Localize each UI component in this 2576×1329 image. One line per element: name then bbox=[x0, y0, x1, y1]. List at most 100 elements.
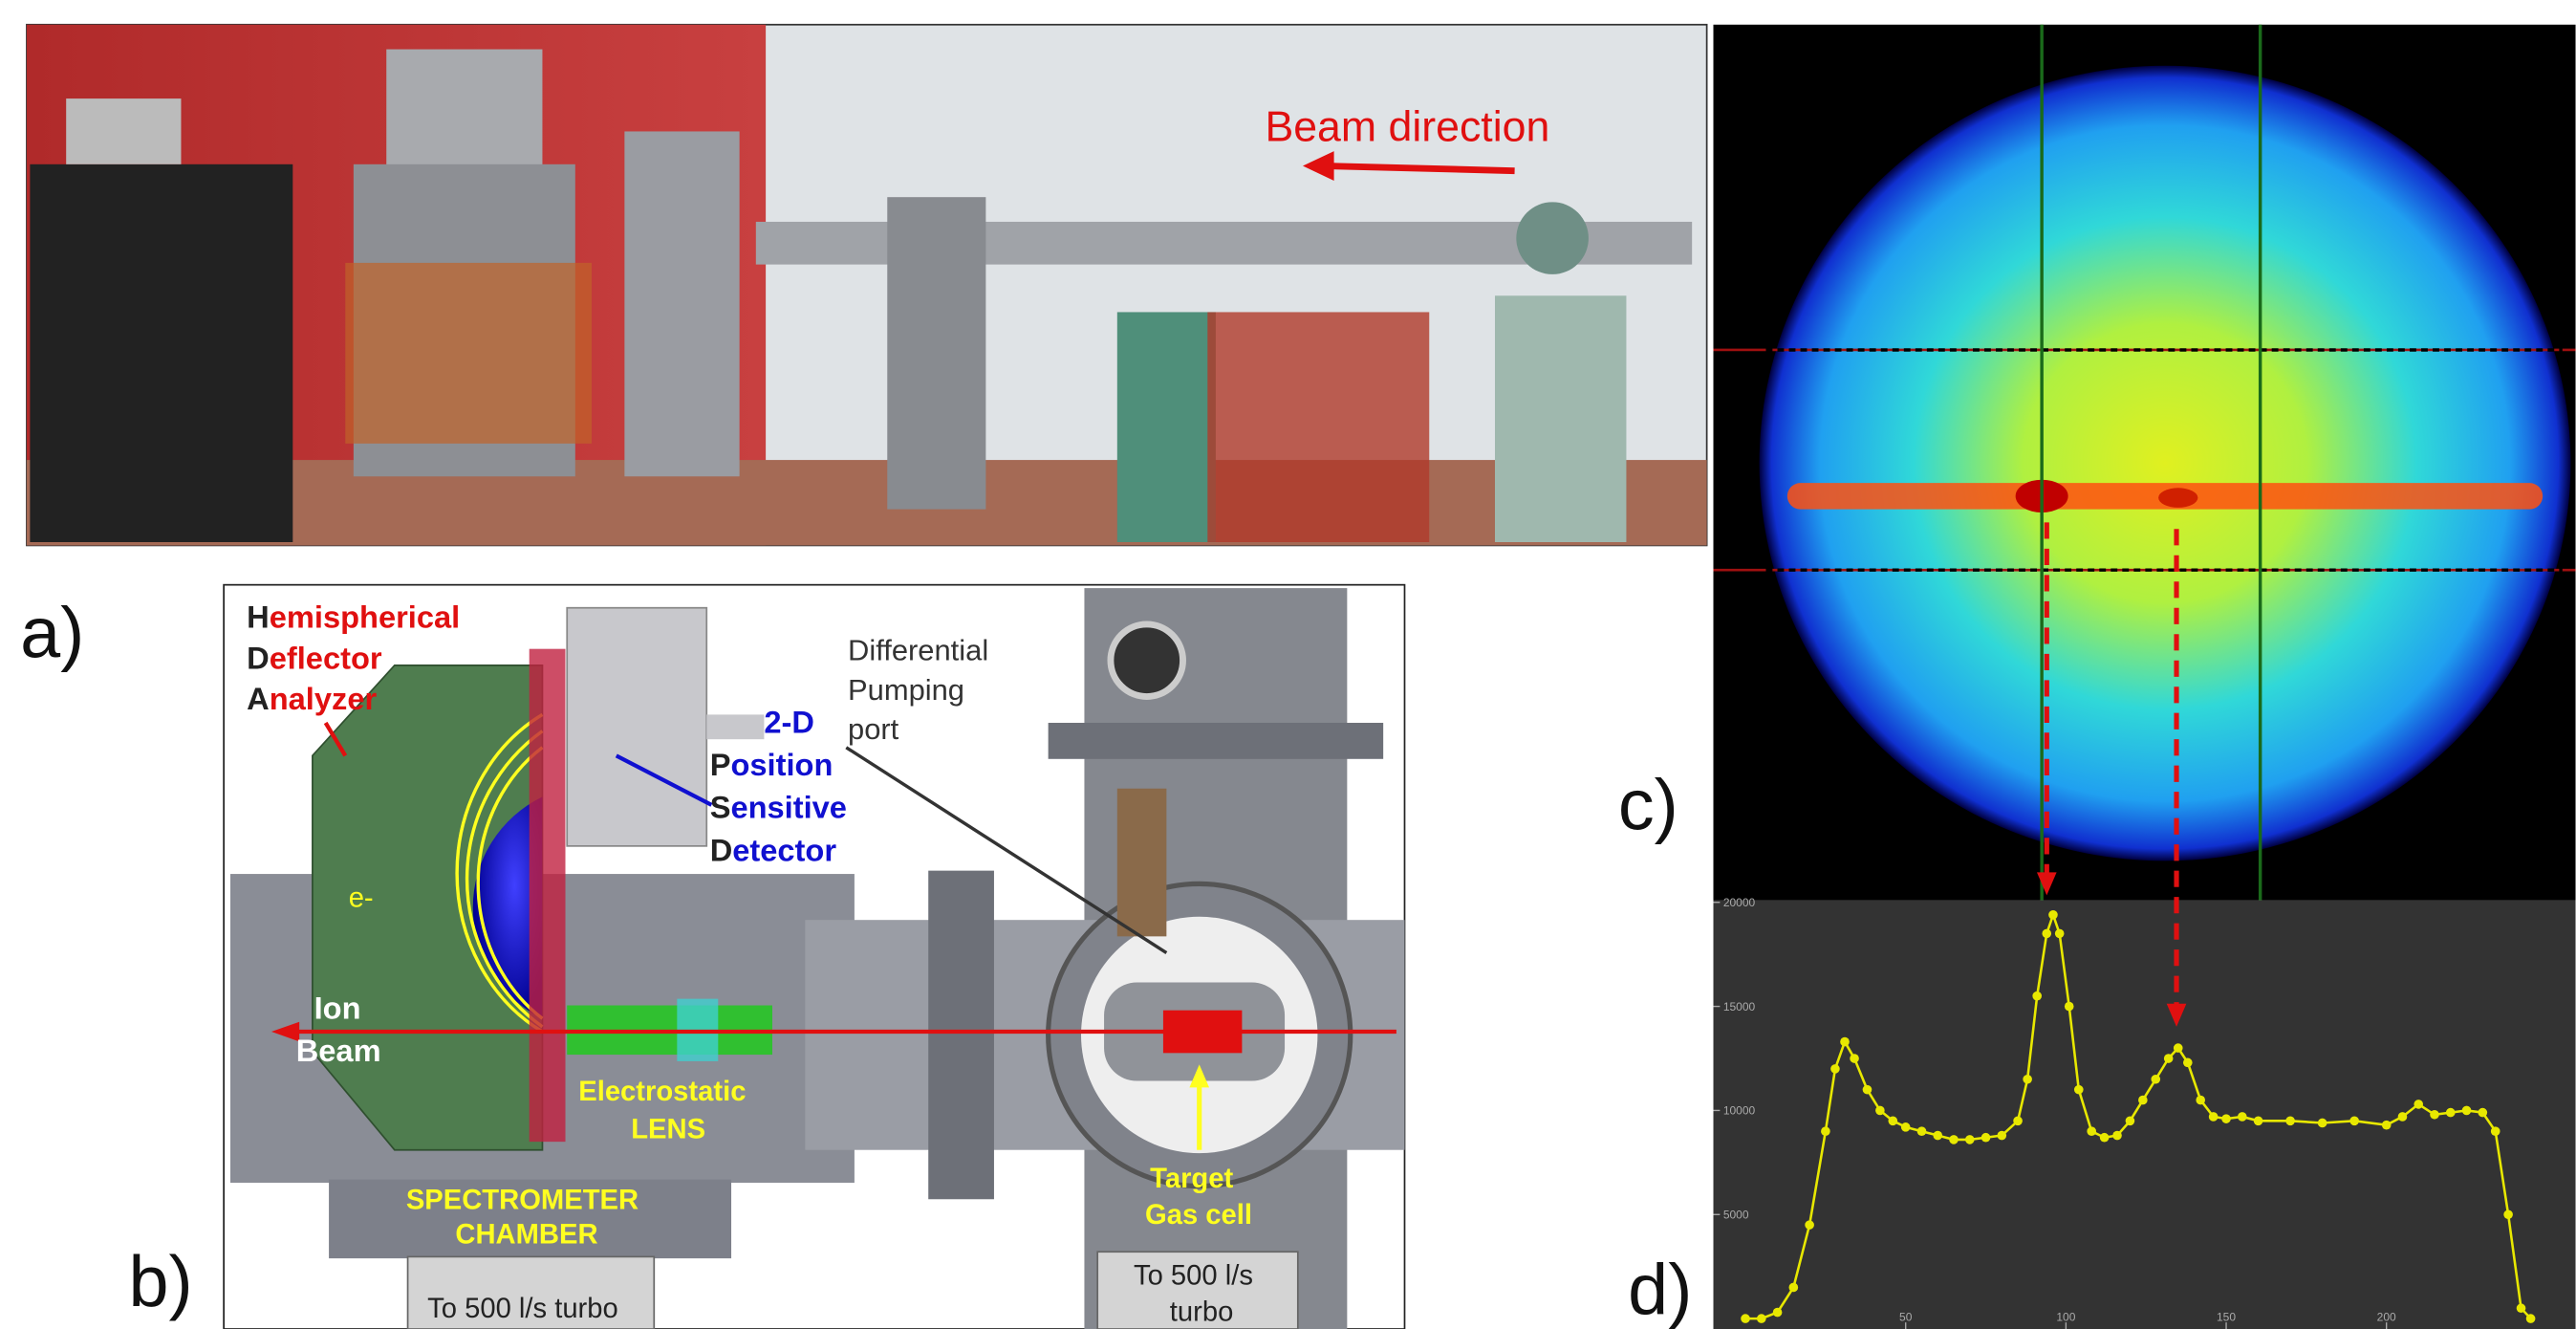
label: Position bbox=[710, 747, 833, 782]
data-point bbox=[2042, 929, 2051, 939]
detector-housing bbox=[567, 608, 706, 846]
data-point bbox=[2151, 1075, 2160, 1084]
detector-image bbox=[1714, 25, 2576, 901]
rack bbox=[30, 164, 292, 542]
data-point bbox=[2100, 1133, 2110, 1143]
stand bbox=[1207, 312, 1429, 542]
instrument bbox=[66, 98, 181, 164]
data-point bbox=[1863, 1085, 1872, 1095]
label: port bbox=[848, 712, 899, 746]
panel-label: a) bbox=[20, 593, 84, 673]
label: Ion bbox=[314, 990, 361, 1025]
data-point bbox=[1997, 1131, 2006, 1141]
data-point bbox=[2032, 991, 2042, 1001]
data-point bbox=[1805, 1220, 1814, 1230]
panel-label: d) bbox=[1628, 1251, 1692, 1329]
label: Electrostatic bbox=[578, 1077, 746, 1107]
figure: Beam direction a) b) c) d) bbox=[0, 0, 2576, 1329]
label: To 500 l/s turbo bbox=[427, 1294, 618, 1324]
data-point bbox=[2087, 1126, 2096, 1136]
label: LENS bbox=[631, 1115, 705, 1145]
data-point bbox=[1965, 1135, 1975, 1144]
data-point bbox=[1875, 1106, 1885, 1116]
data-point bbox=[1773, 1308, 1783, 1318]
data-point bbox=[2013, 1116, 2023, 1125]
data-point bbox=[2382, 1121, 2392, 1130]
data-point bbox=[2478, 1108, 2487, 1118]
x-tick-label: 150 bbox=[2217, 1310, 2236, 1323]
data-point bbox=[1933, 1131, 1942, 1141]
frame bbox=[345, 263, 592, 444]
data-point bbox=[1917, 1126, 1927, 1136]
data-point bbox=[2174, 1043, 2183, 1053]
label: e- bbox=[349, 882, 374, 913]
data-point bbox=[2209, 1112, 2219, 1122]
flange bbox=[1049, 723, 1384, 759]
label: To 500 l/s bbox=[1134, 1261, 1253, 1292]
data-point bbox=[1981, 1133, 1991, 1143]
data-point bbox=[2112, 1131, 2122, 1141]
page: {"panels": {"a": "a)", "b": "b)", "c": "… bbox=[0, 0, 2576, 1329]
x-tick-label: 100 bbox=[2056, 1310, 2075, 1323]
y-tick-label: 15000 bbox=[1723, 1000, 1756, 1013]
label: Analyzer bbox=[247, 681, 377, 716]
x-tick-label: 200 bbox=[2377, 1310, 2396, 1323]
tube bbox=[624, 131, 739, 476]
data-point bbox=[2318, 1119, 2327, 1128]
label: Pumping bbox=[848, 673, 964, 707]
rod bbox=[1117, 789, 1167, 937]
data-point bbox=[2126, 1116, 2135, 1125]
chart-background bbox=[1714, 901, 2576, 1329]
label: CHAMBER bbox=[455, 1220, 597, 1251]
x-tick-label: 50 bbox=[1899, 1310, 1913, 1323]
data-point bbox=[2503, 1209, 2513, 1219]
label: 2-D bbox=[764, 704, 814, 739]
spot bbox=[2158, 488, 2197, 508]
data-point bbox=[2254, 1116, 2263, 1125]
data-point bbox=[2414, 1100, 2423, 1109]
data-point bbox=[2183, 1058, 2193, 1068]
data-point bbox=[2023, 1075, 2032, 1084]
chamber-top bbox=[386, 50, 542, 181]
label: Gas cell bbox=[1145, 1200, 1252, 1231]
cabinet bbox=[1117, 312, 1216, 542]
flange bbox=[928, 871, 994, 1200]
box bbox=[1495, 295, 1626, 542]
y-tick-label: 5000 bbox=[1723, 1209, 1749, 1222]
data-point bbox=[1840, 1037, 1850, 1047]
data-point bbox=[1830, 1064, 1840, 1074]
y-tick-label: 20000 bbox=[1723, 896, 1756, 909]
data-point bbox=[2462, 1106, 2472, 1116]
feedthrough bbox=[706, 714, 764, 739]
label: Detector bbox=[710, 832, 837, 867]
data-point bbox=[1757, 1314, 1766, 1323]
photo: Beam direction bbox=[27, 25, 1707, 546]
data-point bbox=[1949, 1135, 1959, 1144]
data-point bbox=[2491, 1126, 2500, 1136]
data-point bbox=[1901, 1122, 1911, 1132]
data-point bbox=[2221, 1114, 2231, 1123]
data-point bbox=[1821, 1126, 1830, 1136]
panel-label: c) bbox=[1618, 766, 1678, 846]
data-point bbox=[2285, 1116, 2295, 1125]
y-tick-label: 10000 bbox=[1723, 1104, 1756, 1118]
magnet bbox=[1516, 202, 1589, 274]
data-point bbox=[2430, 1110, 2439, 1120]
data-point bbox=[2074, 1085, 2084, 1095]
detector-disc bbox=[1760, 66, 2571, 861]
plate bbox=[530, 649, 566, 1142]
panel-label: b) bbox=[128, 1242, 192, 1322]
pump bbox=[887, 197, 985, 509]
label: Deflector bbox=[247, 640, 382, 675]
data-point bbox=[2517, 1303, 2526, 1313]
label: Beam bbox=[296, 1033, 381, 1068]
data-point bbox=[2398, 1112, 2408, 1122]
data-point bbox=[1888, 1116, 1897, 1125]
data-point bbox=[2055, 929, 2065, 939]
data-point bbox=[2065, 1002, 2074, 1012]
data-point bbox=[2048, 910, 2058, 920]
diagram: Hemispherical Deflector Analyzer 2-D Pos… bbox=[224, 585, 1404, 1329]
data-point bbox=[2138, 1096, 2148, 1105]
label: turbo bbox=[1170, 1296, 1234, 1327]
data-point bbox=[1850, 1054, 1859, 1063]
